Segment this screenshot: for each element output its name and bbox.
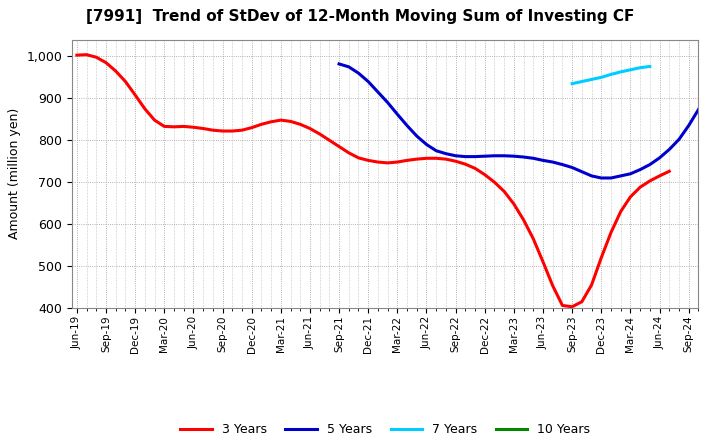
5 Years (703, 89, 712, 94)
5 Years (364, 79, 372, 84)
3 Years (374, 159, 382, 165)
5 Years (480, 154, 489, 159)
5 Years (529, 156, 538, 161)
3 Years (441, 157, 450, 162)
5 Years (441, 151, 450, 156)
5 Years (539, 158, 547, 163)
5 Years (568, 165, 577, 170)
5 Years (451, 153, 460, 158)
7 Years (607, 72, 616, 77)
5 Years (714, 68, 720, 73)
5 Years (626, 171, 635, 176)
5 Years (354, 70, 363, 76)
5 Years (422, 142, 431, 147)
3 Years (665, 169, 674, 174)
5 Years (402, 123, 411, 128)
Legend: 3 Years, 5 Years, 7 Years, 10 Years: 3 Years, 5 Years, 7 Years, 10 Years (176, 418, 595, 440)
5 Years (646, 162, 654, 167)
3 Years (131, 92, 140, 98)
7 Years (636, 65, 644, 70)
5 Years (393, 112, 402, 117)
7 Years (577, 79, 586, 84)
Text: [7991]  Trend of StDev of 12-Month Moving Sum of Investing CF: [7991] Trend of StDev of 12-Month Moving… (86, 9, 634, 24)
5 Years (558, 162, 567, 167)
5 Years (344, 64, 353, 70)
5 Years (665, 147, 674, 152)
5 Years (500, 153, 508, 158)
7 Years (588, 77, 596, 82)
3 Years (607, 230, 616, 235)
5 Years (685, 123, 693, 128)
7 Years (597, 75, 606, 80)
3 Years (238, 128, 246, 133)
5 Years (607, 176, 616, 181)
5 Years (335, 61, 343, 66)
Y-axis label: Amount (million yen): Amount (million yen) (8, 108, 21, 239)
5 Years (597, 176, 606, 181)
Line: 5 Years: 5 Years (339, 52, 720, 178)
5 Years (519, 154, 528, 160)
5 Years (616, 173, 625, 179)
3 Years (199, 126, 207, 131)
5 Years (383, 100, 392, 105)
5 Years (588, 173, 596, 179)
5 Years (636, 167, 644, 172)
5 Years (490, 153, 499, 158)
5 Years (549, 159, 557, 165)
Line: 7 Years: 7 Years (572, 66, 650, 84)
5 Years (694, 107, 703, 112)
3 Years (82, 52, 91, 57)
7 Years (646, 64, 654, 69)
Line: 3 Years: 3 Years (77, 55, 670, 307)
3 Years (73, 52, 81, 58)
5 Years (577, 169, 586, 174)
5 Years (655, 155, 664, 161)
7 Years (616, 69, 625, 74)
5 Years (413, 133, 421, 139)
5 Years (374, 89, 382, 95)
5 Years (510, 154, 518, 159)
5 Years (461, 154, 469, 159)
7 Years (626, 67, 635, 73)
5 Years (675, 137, 683, 142)
5 Years (432, 148, 441, 154)
3 Years (568, 304, 577, 309)
7 Years (568, 81, 577, 86)
5 Years (471, 154, 480, 159)
